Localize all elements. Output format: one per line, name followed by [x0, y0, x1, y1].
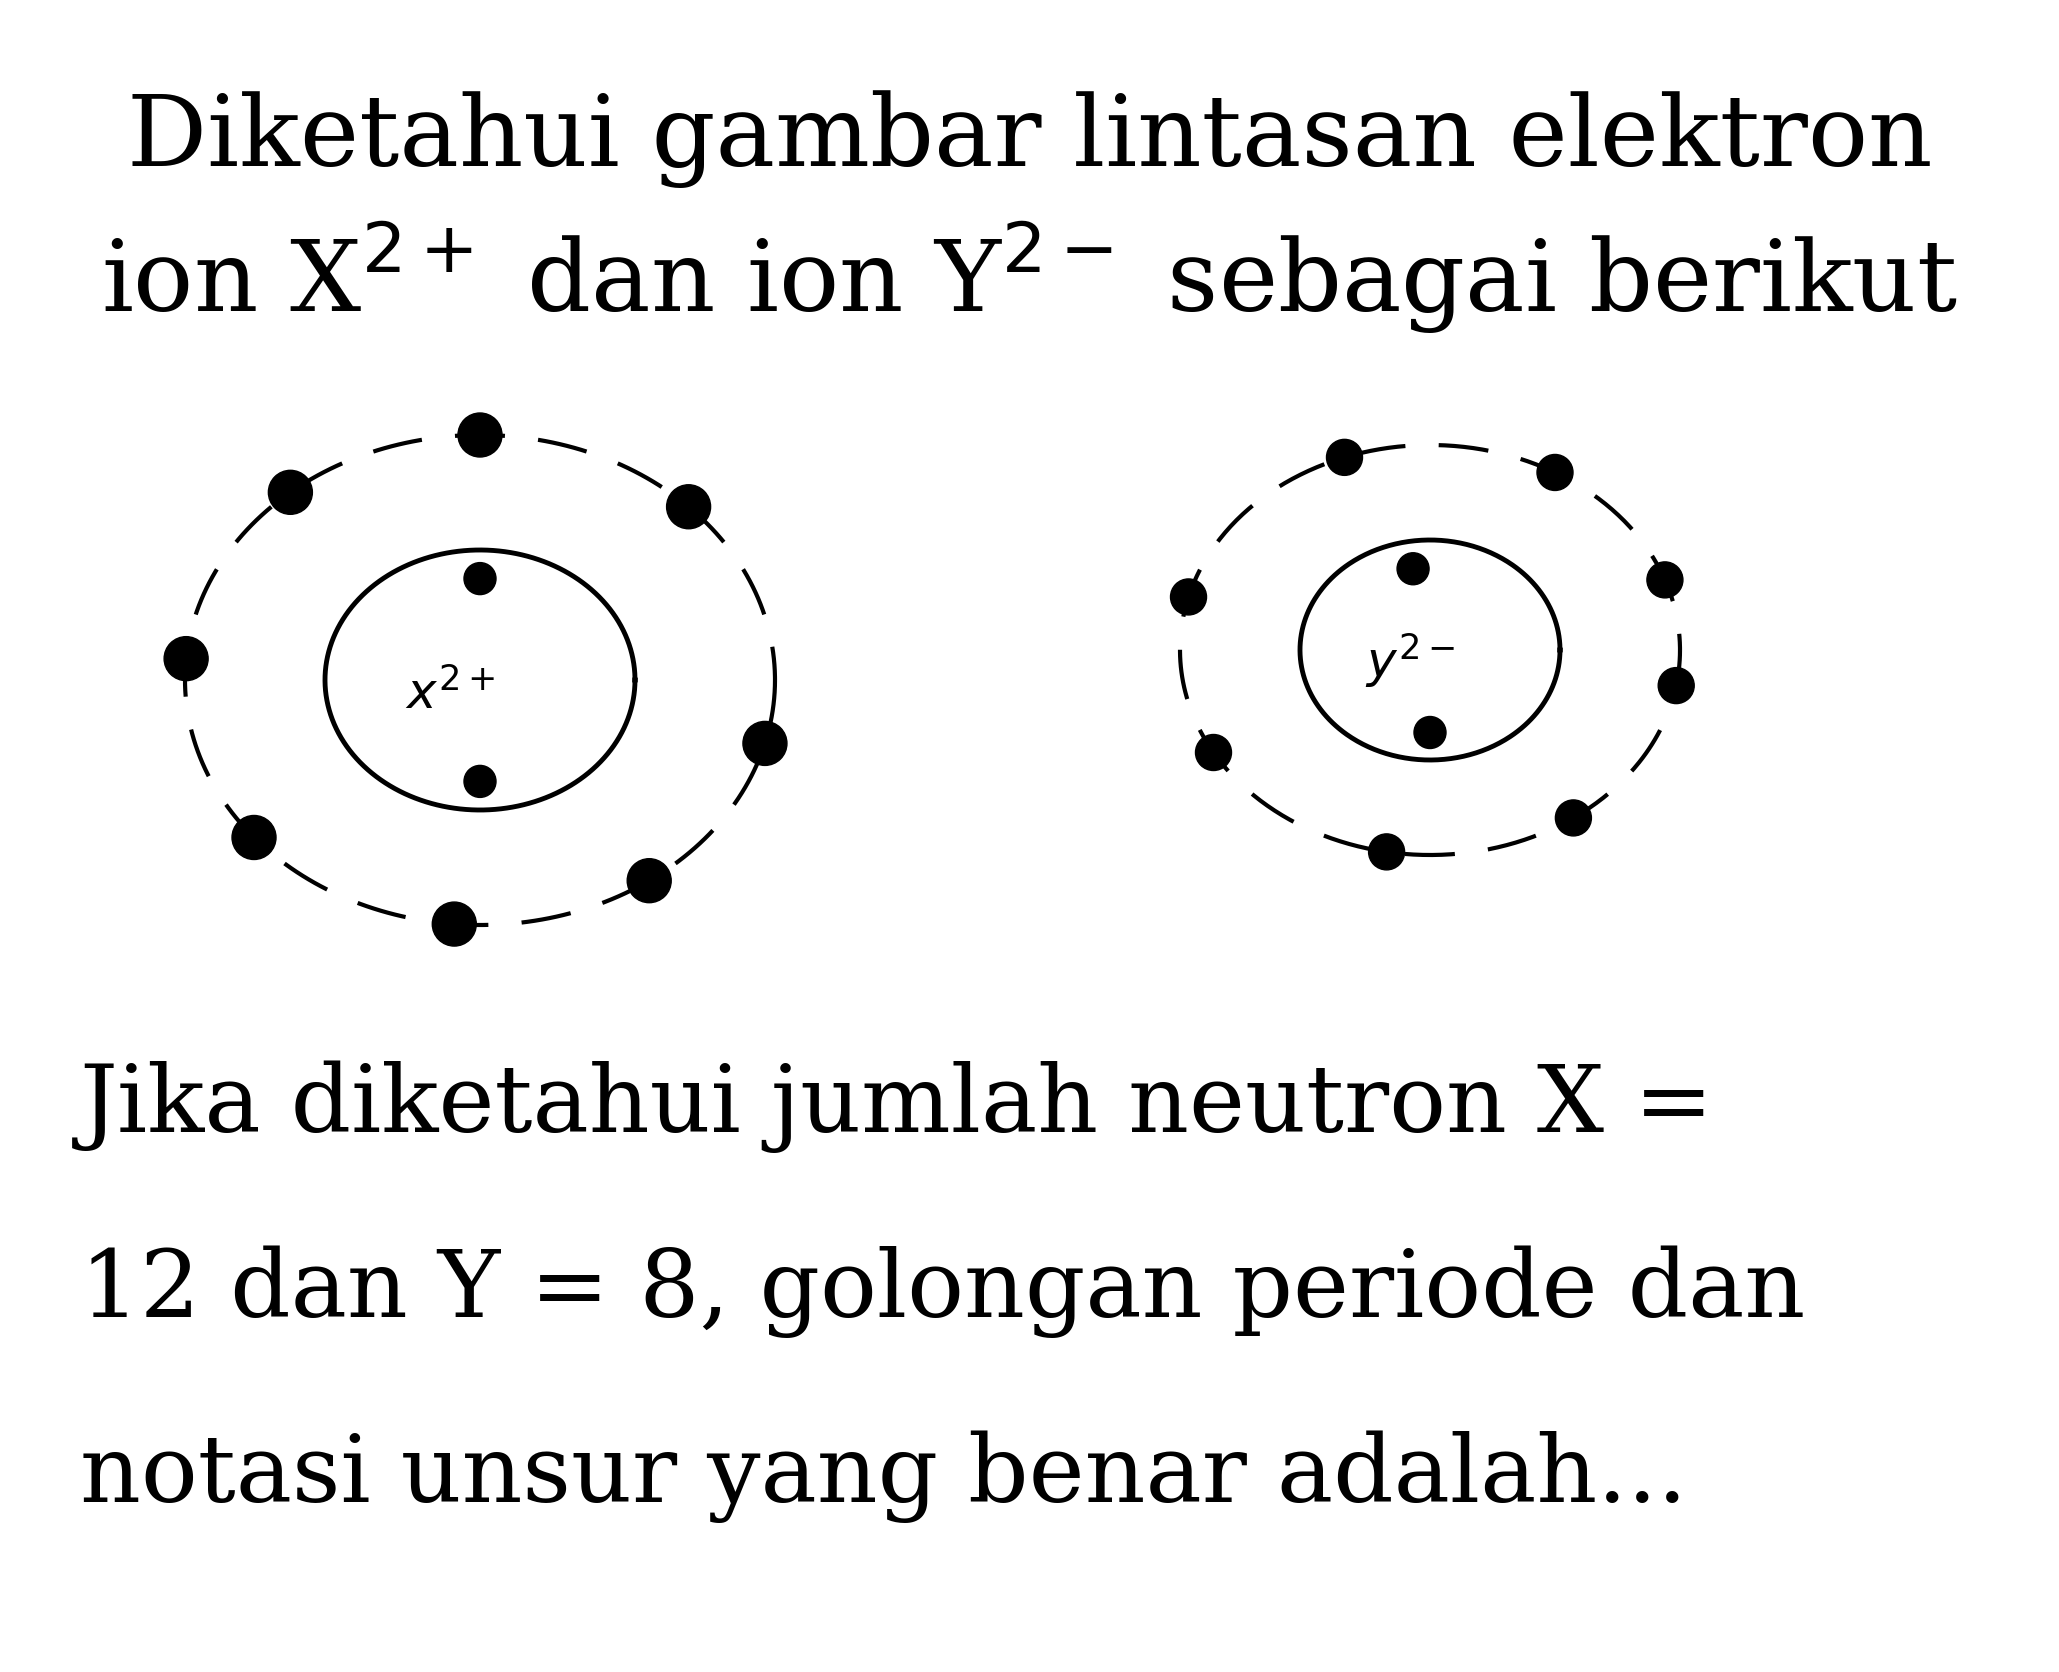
Text: 12 dan Y = 8, golongan periode dan: 12 dan Y = 8, golongan periode dan [80, 1246, 1806, 1338]
Circle shape [1536, 455, 1573, 490]
Circle shape [1555, 799, 1592, 836]
Circle shape [165, 637, 208, 681]
Circle shape [1170, 579, 1207, 615]
Circle shape [743, 721, 787, 766]
Text: Diketahui gambar lintasan elektron: Diketahui gambar lintasan elektron [128, 90, 1931, 187]
Circle shape [463, 766, 496, 798]
Text: $x^{2+}$: $x^{2+}$ [406, 670, 494, 719]
Text: ion X$^{2+}$ dan ion Y$^{2-}$ sebagai berikut: ion X$^{2+}$ dan ion Y$^{2-}$ sebagai be… [101, 221, 1958, 336]
Circle shape [233, 816, 276, 859]
Circle shape [1647, 562, 1682, 599]
Circle shape [463, 562, 496, 595]
Circle shape [268, 470, 313, 515]
Circle shape [628, 859, 671, 903]
Circle shape [432, 903, 476, 946]
Text: Jika diketahui jumlah neutron X =: Jika diketahui jumlah neutron X = [80, 1060, 1715, 1152]
Circle shape [457, 413, 502, 456]
Text: $y^{2-}$: $y^{2-}$ [1365, 630, 1456, 689]
Text: notasi unsur yang benar adalah...: notasi unsur yang benar adalah... [80, 1430, 1686, 1523]
Circle shape [1398, 553, 1429, 585]
Circle shape [667, 485, 710, 528]
Circle shape [1369, 834, 1404, 869]
Circle shape [1657, 667, 1695, 704]
Circle shape [1326, 440, 1363, 475]
Circle shape [1196, 734, 1231, 771]
Circle shape [1415, 717, 1445, 749]
